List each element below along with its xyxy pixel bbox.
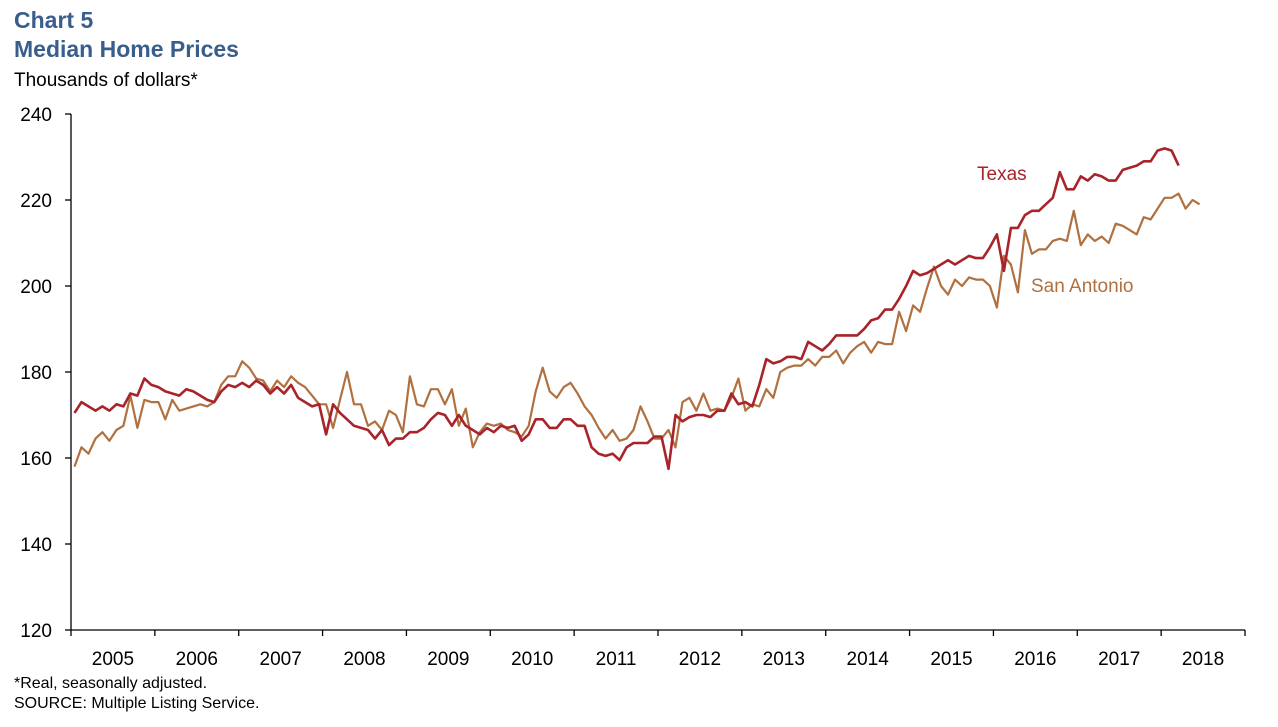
y-tick-label: 240 xyxy=(20,105,52,126)
footnote-note: *Real, seasonally adjusted. xyxy=(14,675,208,692)
x-tick-label: 2008 xyxy=(343,649,385,670)
y-axis: 120 140 160 180 200 220 240 xyxy=(20,105,72,642)
y-tick-label: 160 xyxy=(20,449,52,470)
chart-number: Chart 5 xyxy=(14,7,94,33)
texas-series-line xyxy=(73,147,1180,471)
x-tick-label: 2017 xyxy=(1098,649,1140,670)
chart-title: Median Home Prices xyxy=(14,36,239,62)
x-tick-label: 2018 xyxy=(1182,649,1224,670)
x-tick-label: 2005 xyxy=(92,649,134,670)
y-tick-label: 140 xyxy=(20,535,52,556)
y-tick-label: 180 xyxy=(20,363,52,384)
x-tick-label: 2012 xyxy=(679,649,721,670)
x-tick-label: 2016 xyxy=(1014,649,1056,670)
footnote-block: *Real, seasonally adjusted. SOURCE: Mult… xyxy=(14,674,259,714)
x-tick-label: 2015 xyxy=(930,649,972,670)
texas-series-label: Texas xyxy=(977,164,1027,185)
x-tick-label: 2006 xyxy=(176,649,218,670)
title-block: Chart 5 Median Home Prices xyxy=(14,6,239,64)
x-tick-label: 2011 xyxy=(596,649,637,670)
x-tick-label: 2010 xyxy=(511,649,553,670)
footnote-source: SOURCE: Multiple Listing Service. xyxy=(14,695,260,712)
y-tick-label: 120 xyxy=(20,621,52,642)
x-tick-label: 2014 xyxy=(847,649,890,670)
series-layer xyxy=(73,147,1201,471)
san-antonio-series-label: San Antonio xyxy=(1031,276,1133,297)
y-tick-label: 200 xyxy=(20,277,52,298)
x-tick-label: 2009 xyxy=(427,649,469,670)
series-labels: Texas San Antonio xyxy=(977,164,1133,297)
x-tick-label: 2007 xyxy=(260,649,302,670)
y-tick-label: 220 xyxy=(20,191,52,212)
x-tick-label: 2013 xyxy=(763,649,805,670)
x-axis: 2005 2006 2007 2008 2009 2010 2011 2012 2013 2014… xyxy=(70,629,1246,670)
san-antonio-series-line xyxy=(73,192,1201,467)
y-axis-unit-label: Thousands of dollars* xyxy=(14,70,198,91)
